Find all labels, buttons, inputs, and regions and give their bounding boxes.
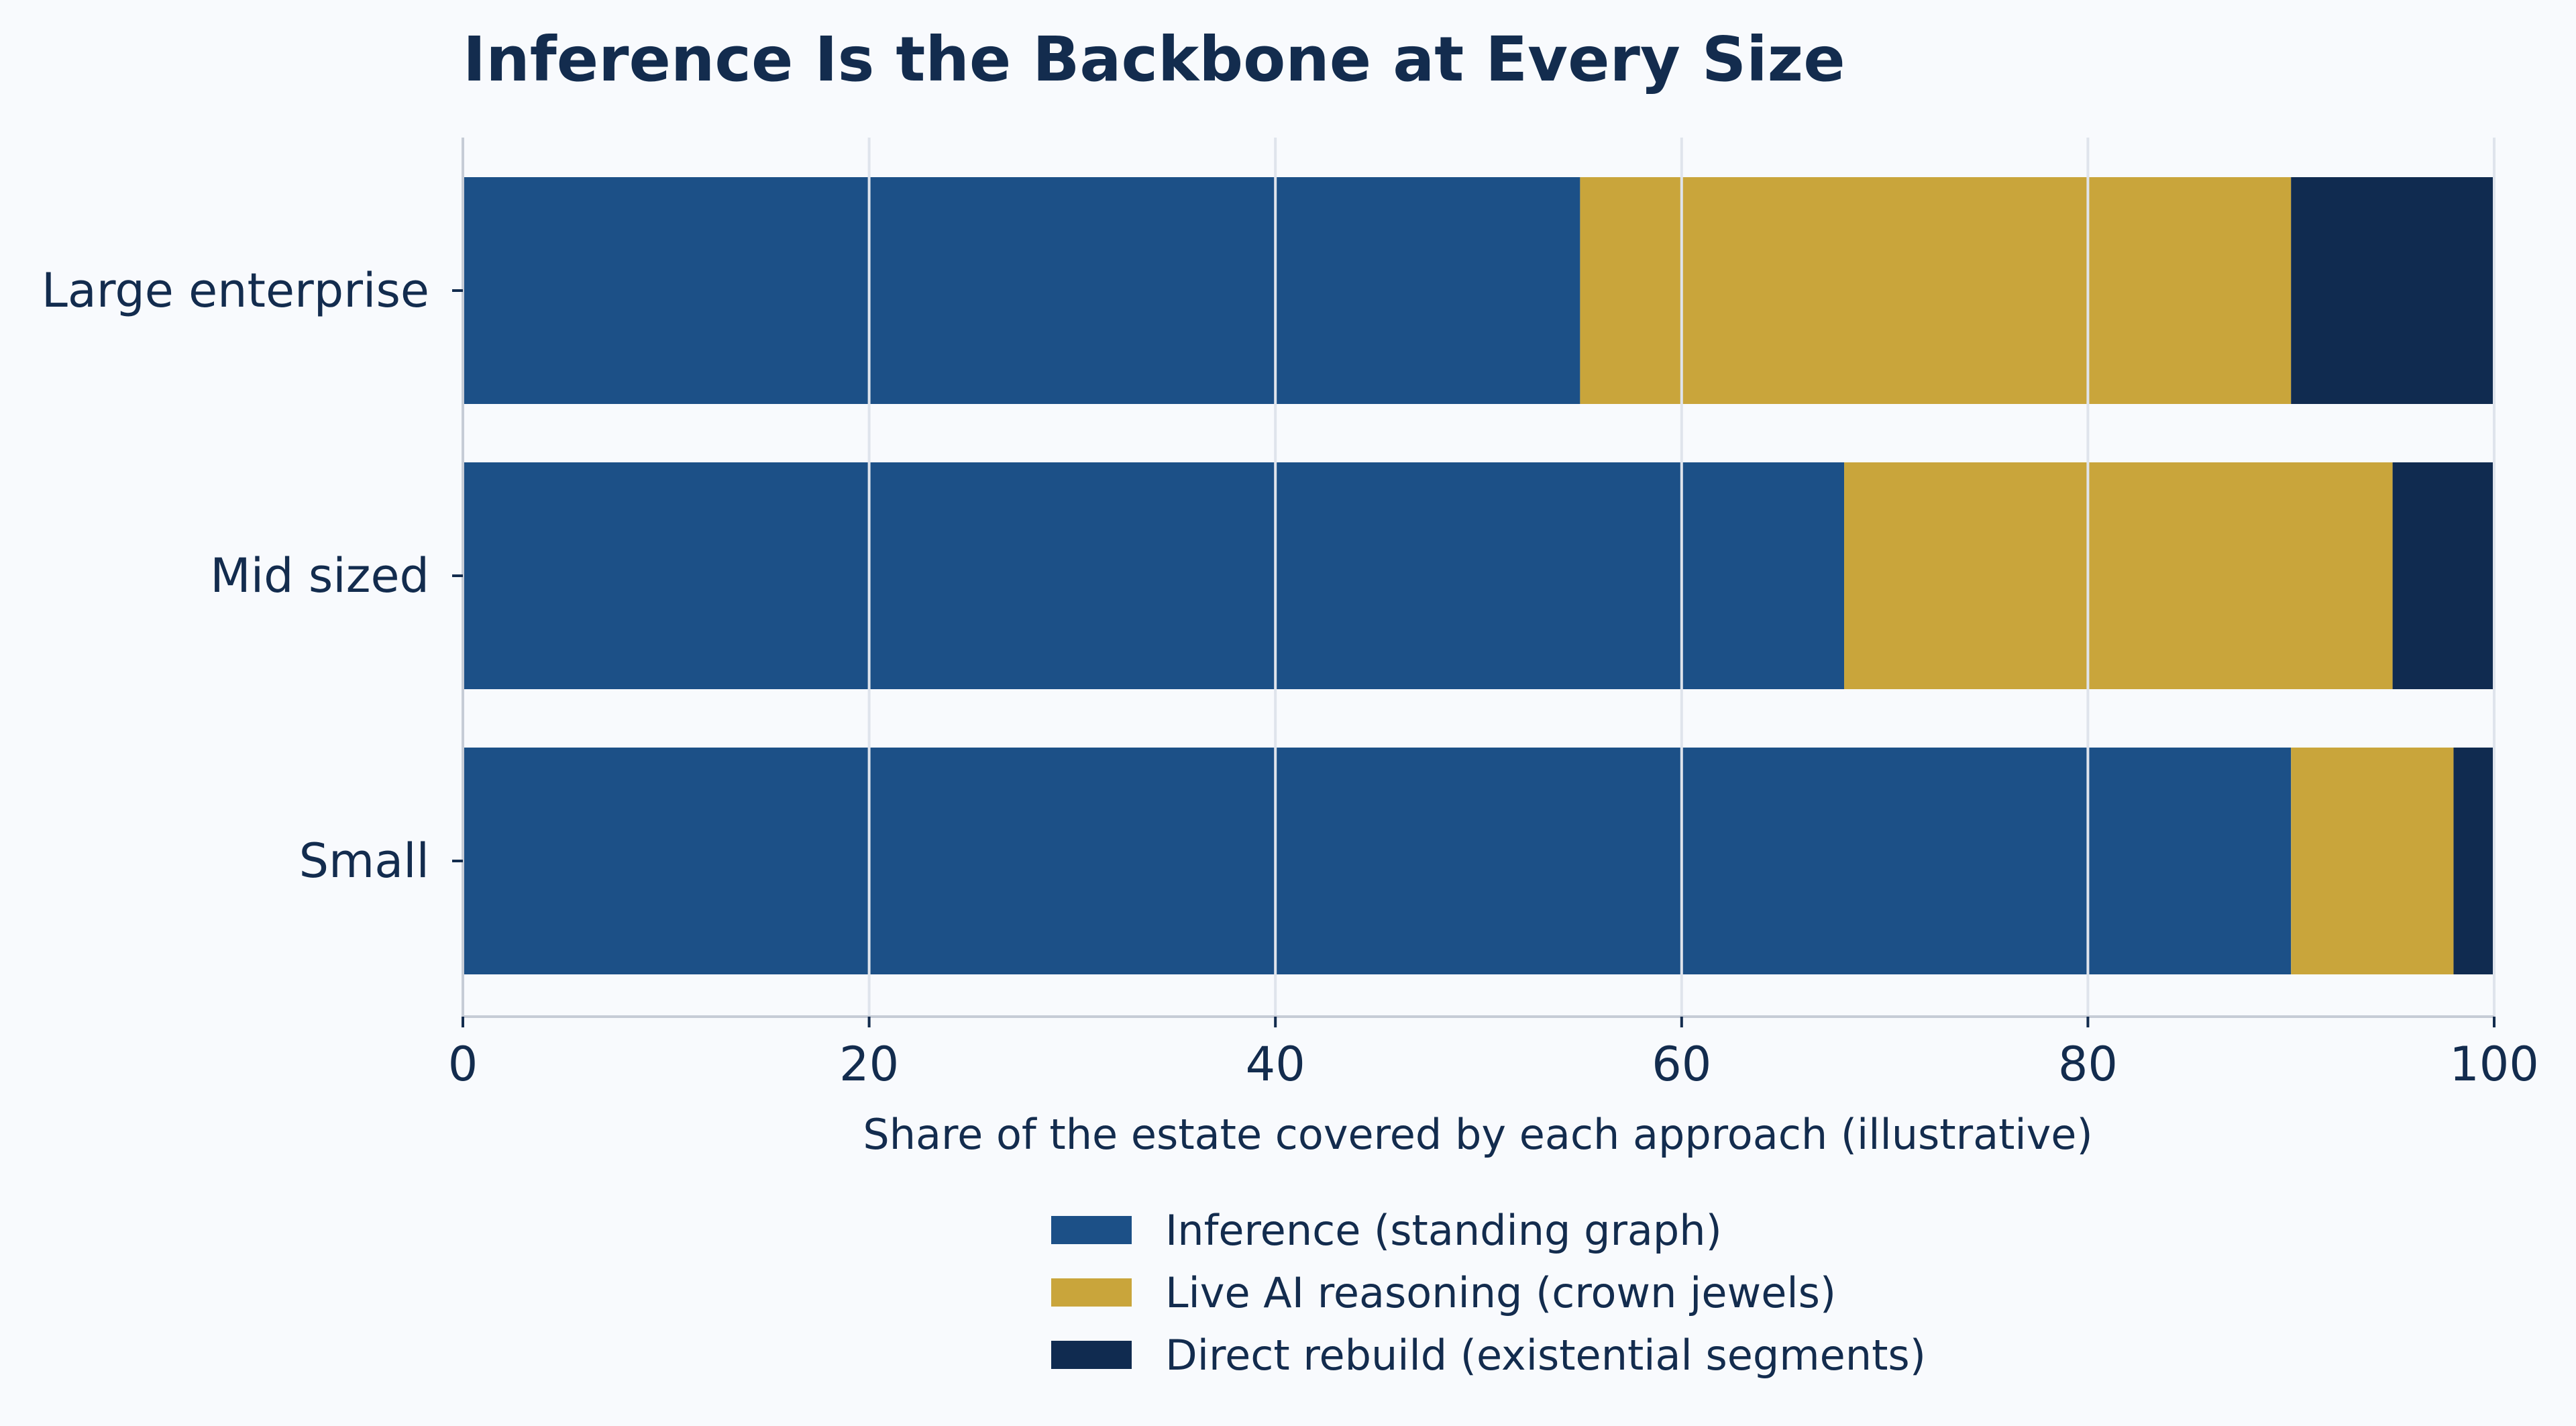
bar-segment-2 [1844, 462, 2393, 689]
chart-title: Inference Is the Backbone at Every Size [463, 23, 1845, 95]
y-tick-label: Mid sized [210, 548, 429, 603]
y-tick-label: Large enterprise [42, 263, 429, 318]
bar-segment-2 [1580, 177, 2292, 404]
legend-label: Direct rebuild (existential segments) [1165, 1331, 1926, 1380]
legend-swatch [1051, 1278, 1132, 1307]
x-tick-label: 100 [2449, 1037, 2539, 1092]
bar-segment-1 [463, 462, 1845, 689]
legend-label: Inference (standing graph) [1165, 1206, 1722, 1255]
bar-segment-1 [463, 748, 2292, 974]
bar-segment-2 [2291, 748, 2454, 974]
legend-swatch [1051, 1341, 1132, 1369]
x-axis-label: Share of the estate covered by each appr… [863, 1110, 2092, 1159]
x-tick-label: 40 [1246, 1037, 1305, 1092]
bar-segment-1 [463, 177, 1580, 404]
legend: Inference (standing graph) Live AI reason… [1051, 1206, 1926, 1380]
plot-area: 0 20 40 60 80 100 Large enterprise Mid sized Sma… [42, 138, 2539, 1092]
x-tick-label: 80 [2058, 1037, 2118, 1092]
bar-segment-3 [2453, 748, 2494, 974]
x-tick-label: 0 [448, 1037, 478, 1092]
legend-label: Live AI reasoning (crown jewels) [1165, 1268, 1836, 1317]
bar-segment-3 [2291, 177, 2494, 404]
x-tick-label: 60 [1652, 1037, 1711, 1092]
x-tick-label: 20 [839, 1037, 899, 1092]
bar-segment-3 [2392, 462, 2494, 689]
y-tick-label: Small [299, 833, 429, 888]
legend-swatch [1051, 1216, 1132, 1244]
